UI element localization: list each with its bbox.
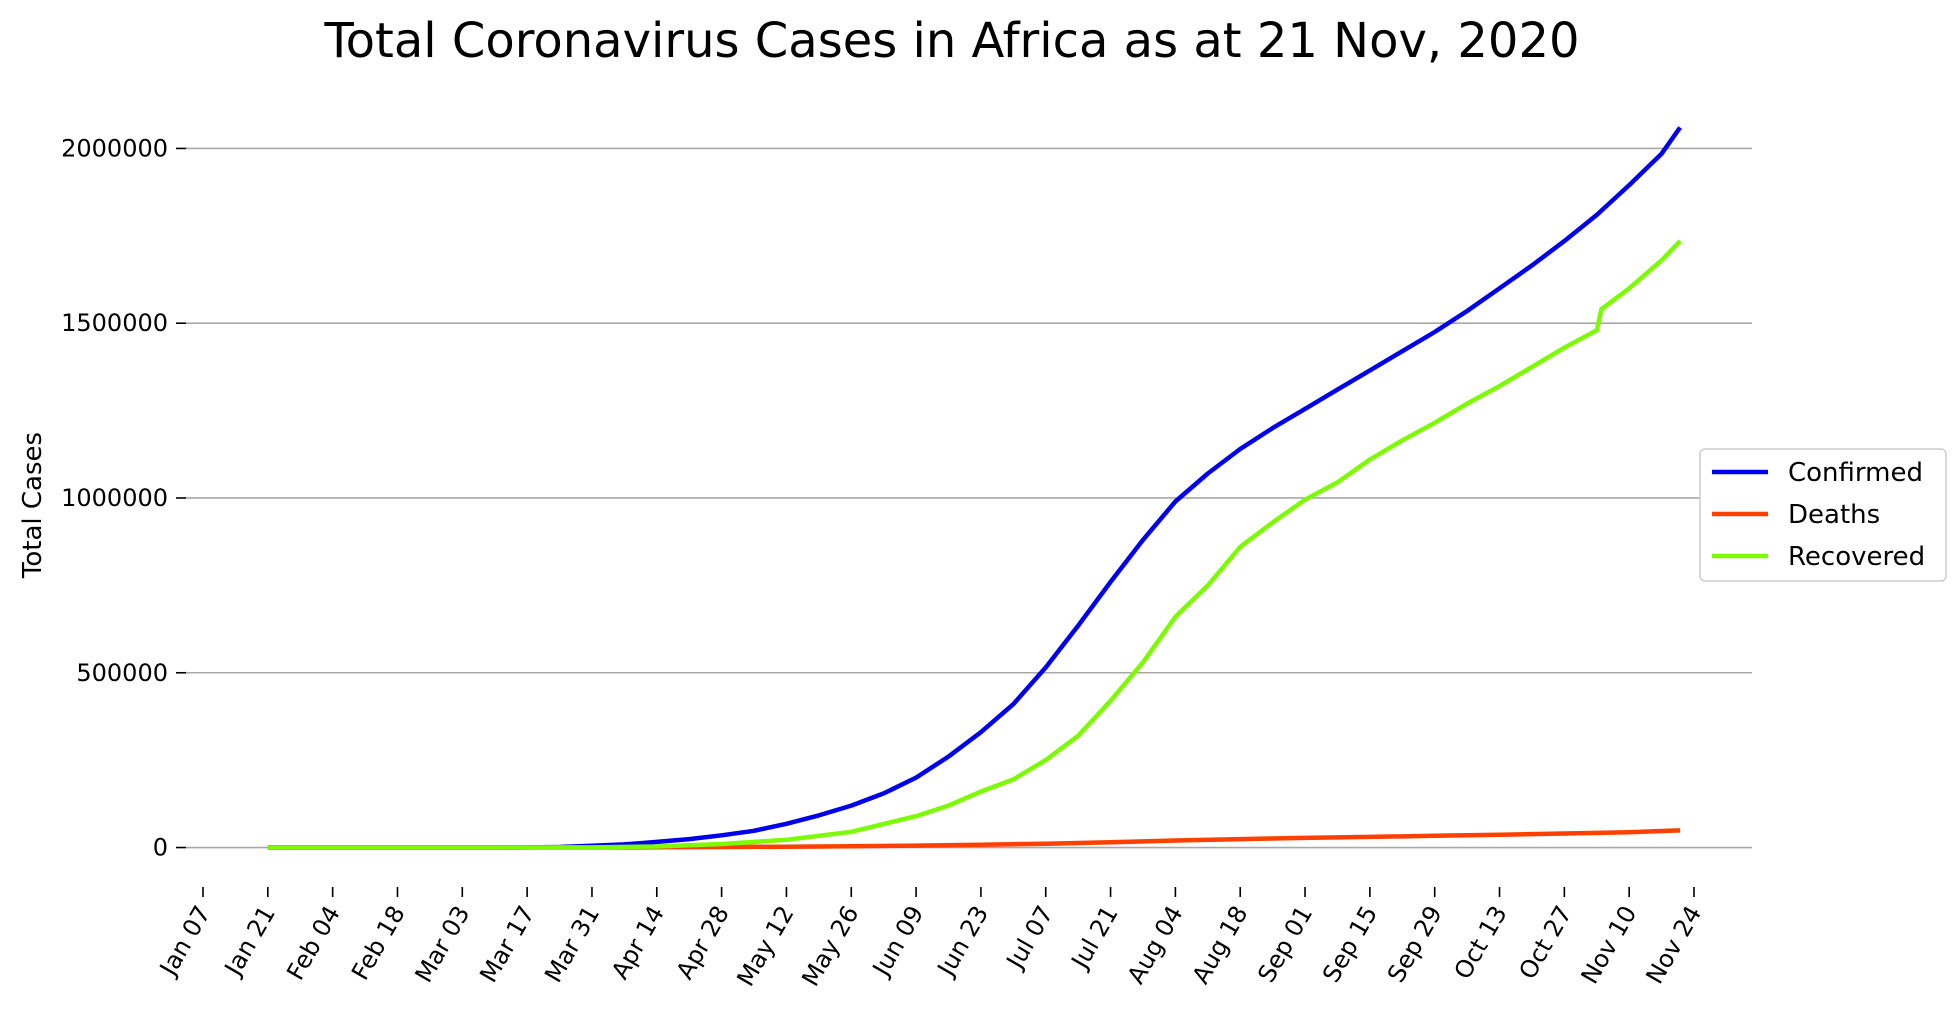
series-line-confirmed [267,126,1682,850]
x-tick-label: Aug 04 [1122,901,1189,989]
x-tick-label: Jun 09 [866,901,929,982]
x-tick-label: Sep 29 [1382,901,1448,987]
legend: Confirmed Deaths Recovered [1699,448,1947,582]
y-tick-label: 500000 [76,659,168,687]
chart-title: Total Coronavirus Cases in Africa as at … [323,13,1579,69]
legend-frame [1699,448,1947,582]
series-line-recovered [267,239,1682,850]
y-tick-label: 1000000 [61,484,168,512]
y-tick-label: 1500000 [61,309,168,337]
x-tick-label: Oct 13 [1449,901,1513,984]
x-tick-label: Apr 28 [671,901,735,984]
legend-label-recovered: Recovered [1788,542,1925,572]
x-tick-label: Jun 23 [931,901,994,982]
series-lines [267,126,1682,850]
y-tick-label: 2000000 [61,134,168,162]
x-tick-label: Oct 27 [1513,901,1577,984]
y-axis: 0 500000 1000000 1500000 2000000 [61,134,186,862]
x-tick-label: Nov 10 [1576,901,1643,989]
x-tick-label: Mar 31 [539,901,605,987]
y-tick-label: 0 [153,834,168,862]
x-tick-label: Aug 18 [1187,901,1254,989]
y-axis-label: Total Cases [18,432,48,579]
x-tick-label: Jan 21 [218,901,281,982]
x-tick-label: Mar 17 [474,901,540,987]
x-tick-label: Feb 18 [346,901,411,985]
x-tick-label: Jul 07 [1000,901,1059,975]
x-tick-label: Apr 14 [606,901,670,984]
x-tick-label: Sep 15 [1317,901,1383,987]
x-tick-label: Mar 03 [410,901,476,987]
x-tick-label: Nov 24 [1640,901,1707,989]
x-tick-label: Feb 04 [281,901,346,985]
x-tick-label: Sep 01 [1252,901,1318,987]
x-tick-label: May 12 [731,901,799,991]
series-line-deaths [267,828,1681,850]
x-tick-label: Jan 07 [153,901,216,982]
x-tick-label: Jul 21 [1065,901,1124,975]
legend-label-deaths: Deaths [1788,500,1880,530]
gridlines [186,147,1752,849]
x-tick-label: May 26 [796,901,864,991]
legend-label-confirmed: Confirmed [1788,458,1923,488]
